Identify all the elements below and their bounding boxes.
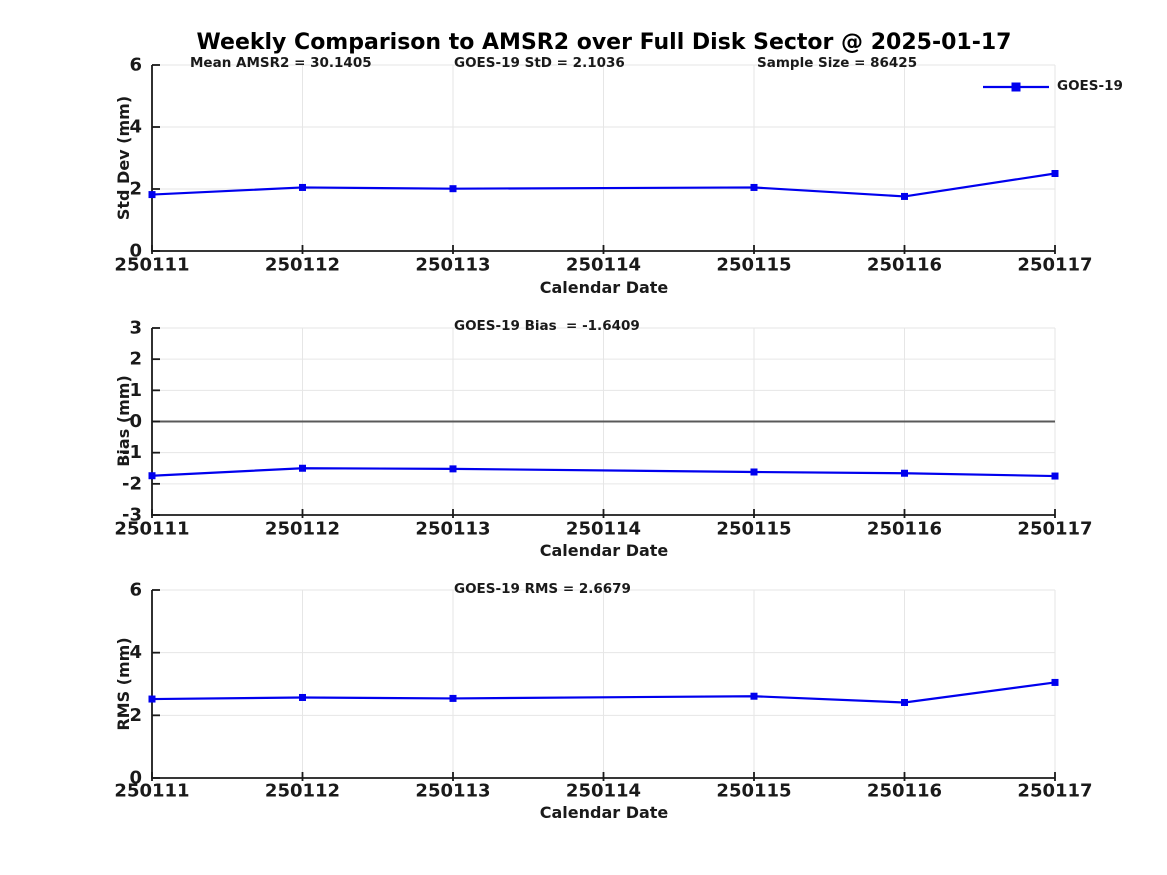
x-tick-label: 250112 (265, 781, 340, 802)
y-tick-label: 6 (129, 55, 142, 76)
x-tick-label: 250111 (114, 519, 189, 540)
y-tick-label: 0 (129, 768, 142, 789)
data-point-marker (148, 472, 156, 480)
annotation-goes19-std: GOES-19 StD = 2.1036 (454, 55, 625, 71)
y-tick-label: 2 (129, 349, 142, 370)
y-tick-label: 3 (129, 318, 142, 339)
x-tick-label: 250113 (415, 255, 490, 276)
data-point-marker (299, 183, 306, 191)
legend-label: GOES-19 (1057, 78, 1123, 94)
y-tick-label: 4 (129, 117, 142, 138)
x-tick-label: 250116 (867, 781, 942, 802)
figure-title: Weekly Comparison to AMSR2 over Full Dis… (196, 30, 1012, 55)
series-line-goes-19 (151, 467, 1056, 478)
x-axis-label-2: Calendar Date (539, 541, 669, 560)
data-point-marker (750, 183, 758, 191)
x-tick-label: 250114 (566, 255, 641, 276)
data-point-marker (901, 469, 908, 477)
data-point-marker (1051, 678, 1059, 686)
x-tick-label: 250114 (566, 781, 641, 802)
y-axis-label-bias: Bias (mm) (114, 375, 133, 467)
data-point-marker (148, 191, 156, 199)
data-point-marker (1051, 472, 1059, 480)
data-point-marker (299, 693, 306, 701)
x-tick-label: 250117 (1017, 255, 1092, 276)
x-tick-label: 250113 (415, 519, 490, 540)
data-point-marker (148, 695, 156, 703)
x-tick-label: 250113 (415, 781, 490, 802)
x-tick-label: 250116 (867, 255, 942, 276)
data-point-marker (449, 185, 457, 193)
data-point-marker (901, 192, 908, 200)
legend-swatch (983, 82, 1049, 92)
annotation-goes19-bias: GOES-19 Bias = -1.6409 (454, 318, 640, 334)
x-tick-label: 250111 (114, 255, 189, 276)
y-tick-label: -2 (122, 473, 142, 494)
y-axis-label-rms: RMS (mm) (114, 637, 133, 731)
y-tick-label: 1 (129, 380, 142, 401)
y-tick-label: 0 (129, 411, 142, 432)
x-tick-label: 250115 (716, 255, 791, 276)
annotation-mean-amsr2: Mean AMSR2 = 30.1405 (190, 55, 372, 71)
data-point-marker (1051, 170, 1059, 177)
x-tick-label: 250115 (716, 519, 791, 540)
data-point-marker (449, 465, 457, 473)
x-axis-label-1: Calendar Date (539, 278, 669, 297)
x-tick-label: 250112 (265, 519, 340, 540)
series-line-goes-19 (151, 681, 1056, 704)
series-line-goes-19 (151, 172, 1056, 198)
x-tick-label: 250116 (867, 519, 942, 540)
y-tick-label: 6 (129, 580, 142, 601)
data-point-marker (901, 698, 908, 706)
y-tick-label: 0 (129, 241, 142, 262)
x-tick-label: 250114 (566, 519, 641, 540)
y-tick-label: 4 (129, 642, 142, 663)
y-tick-label: -3 (122, 505, 142, 526)
y-tick-label: 2 (129, 705, 142, 726)
data-point-marker (750, 692, 758, 700)
x-axis-label-3: Calendar Date (539, 803, 669, 822)
x-tick-label: 250115 (716, 781, 791, 802)
annotation-sample-size: Sample Size = 86425 (757, 55, 918, 71)
data-point-marker (449, 694, 457, 702)
legend: GOES-19 (982, 78, 1123, 94)
x-tick-label: 250112 (265, 255, 340, 276)
x-tick-label: 250117 (1017, 519, 1092, 540)
data-point-marker (299, 464, 306, 472)
legend-marker-icon (1011, 82, 1021, 92)
y-tick-label: -1 (122, 442, 142, 463)
y-axis-label-stddev: Std Dev (mm) (114, 95, 133, 221)
data-point-marker (750, 468, 758, 476)
x-tick-label: 250117 (1017, 781, 1092, 802)
x-tick-label: 250111 (114, 781, 189, 802)
y-tick-label: 2 (129, 179, 142, 200)
annotation-goes19-rms: GOES-19 RMS = 2.6679 (454, 581, 631, 597)
